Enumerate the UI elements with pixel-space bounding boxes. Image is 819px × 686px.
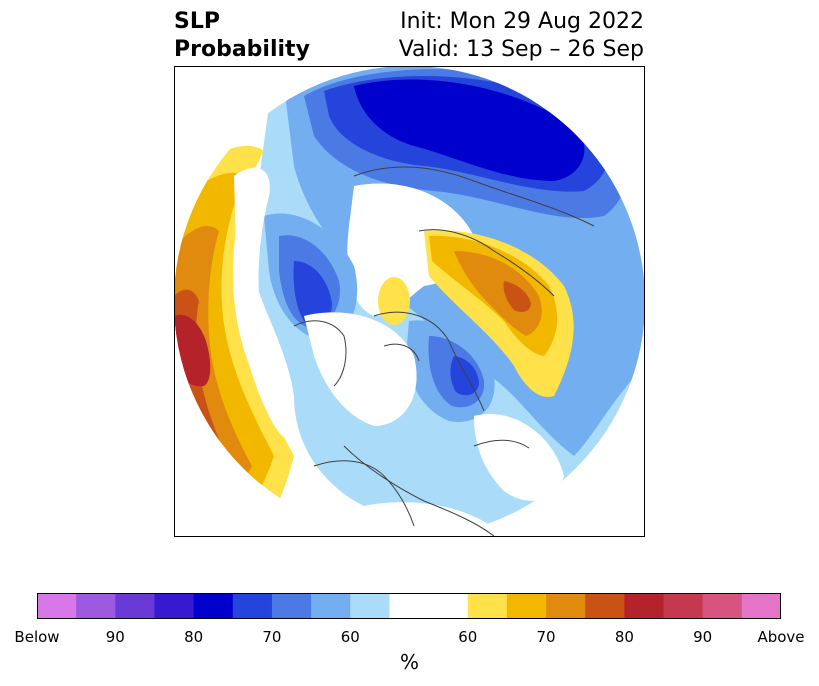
valid-range-label: Valid: 13 Sep – 26 Sep (398, 37, 644, 62)
probability-field (174, 66, 645, 537)
init-date-label: Init: Mon 29 Aug 2022 (400, 9, 644, 34)
colorbar-swatch (76, 593, 116, 619)
colorbar-swatch (428, 593, 469, 619)
colorbar-swatch (702, 593, 743, 619)
colorbar-tick-label: 60 (340, 628, 360, 646)
colorbar-tick-label: 70 (262, 628, 282, 646)
colorbar-swatch (115, 593, 156, 619)
colorbar-swatch (389, 593, 430, 619)
colorbar-tick-label: 90 (105, 628, 125, 646)
coastlines (293, 166, 595, 537)
colorbar-swatch (311, 593, 351, 619)
colorbar-swatch (232, 593, 273, 619)
colorbar-swatch (585, 593, 625, 619)
colorbar-swatch (271, 593, 312, 619)
colorbar (37, 593, 782, 619)
chart-title-right: Init: Mon 29 Aug 2022 Valid: 13 Sep – 26… (360, 8, 644, 64)
colorbar-swatch (193, 593, 234, 619)
colorbar-tick-label: 60 (458, 628, 478, 646)
colorbar-swatch (663, 593, 704, 619)
colorbar-swatch (741, 593, 782, 619)
colorbar-border (37, 593, 781, 619)
title-line-1: SLP (174, 9, 220, 34)
colorbar-swatch (350, 593, 391, 619)
colorbar-tick-label: 90 (693, 628, 713, 646)
colorbar-swatch (546, 593, 586, 619)
colorbar-swatch (506, 593, 547, 619)
colorbar-swatch (624, 593, 665, 619)
colorbar-swatch (154, 593, 195, 619)
title-line-2: Probability (174, 37, 310, 62)
colorbar-tick-label: 80 (614, 628, 634, 646)
colorbar-tick-label: Above (757, 628, 805, 646)
colorbar-svg (37, 593, 782, 619)
colorbar-swatch (37, 593, 77, 619)
polar-map (174, 66, 645, 537)
chart-title-left: SLP Probability (174, 8, 310, 64)
colorbar-tick-label: Below (14, 628, 60, 646)
polar-map-svg (174, 66, 645, 537)
colorbar-tick-label: 70 (536, 628, 556, 646)
colorbar-swatch (467, 593, 508, 619)
colorbar-tick-label: 80 (184, 628, 204, 646)
colorbar-unit-label: % (399, 650, 419, 674)
